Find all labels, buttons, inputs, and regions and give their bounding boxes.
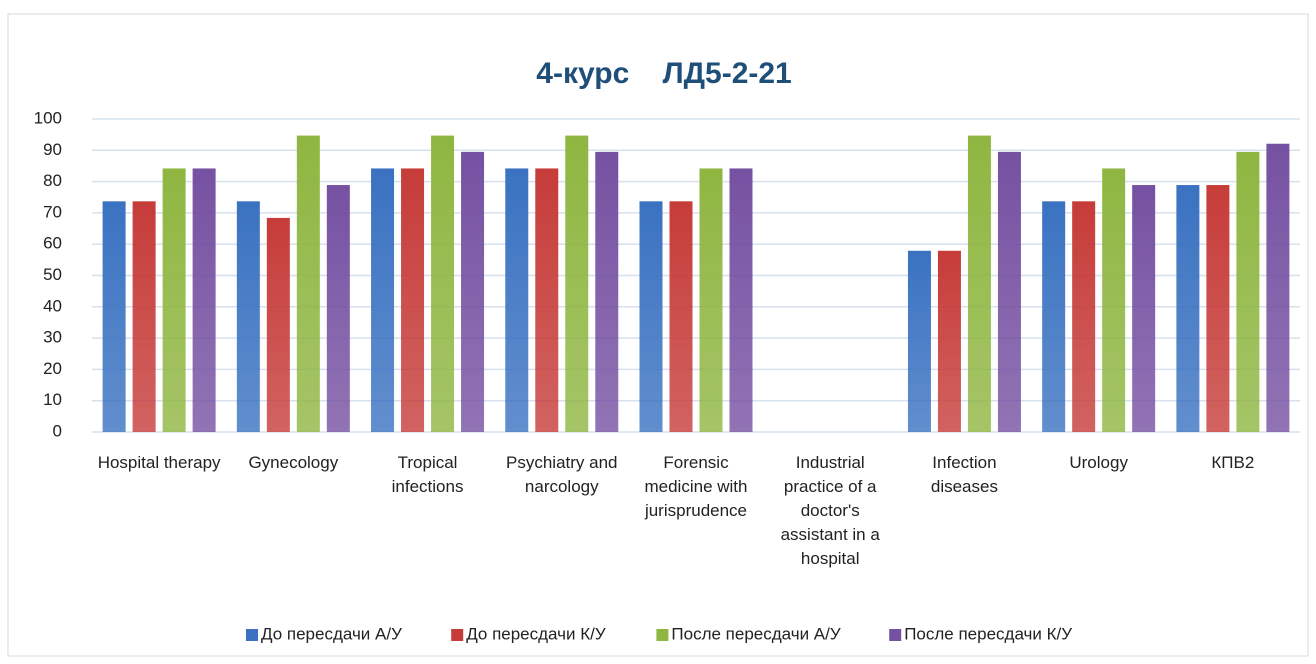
bar <box>595 151 619 433</box>
bar <box>565 135 589 433</box>
bar <box>1206 185 1230 432</box>
bar <box>639 201 663 432</box>
bar <box>102 201 126 432</box>
x-tick-label: Gynecology <box>248 453 339 472</box>
bar <box>192 168 216 433</box>
bar <box>505 168 529 433</box>
bar <box>1176 185 1200 432</box>
bar <box>162 168 186 433</box>
bar <box>461 151 485 433</box>
bar <box>1102 168 1126 433</box>
y-tick-label: 30 <box>43 328 62 347</box>
bar <box>296 135 320 433</box>
y-tick-label: 50 <box>43 265 62 284</box>
chart-title: 4-курс ЛД5-2-21 <box>536 57 791 90</box>
x-tick-label: Psychiatry and narcology <box>506 453 618 496</box>
legend-swatch <box>656 629 669 641</box>
bar <box>669 201 693 432</box>
bar <box>266 217 290 432</box>
legend-label: До пересдачи К/У <box>466 624 606 643</box>
bar <box>535 168 559 433</box>
bar <box>1236 151 1260 433</box>
y-tick-label: 80 <box>43 171 62 190</box>
bar <box>729 168 753 433</box>
y-tick-label: 40 <box>43 296 62 315</box>
legend-label: После пересдачи А/У <box>671 624 840 643</box>
bar <box>431 135 455 433</box>
x-tick-label: Urology <box>1069 453 1128 472</box>
bar <box>907 250 931 432</box>
x-tick-label: Tropical infections <box>391 453 464 496</box>
bar <box>997 151 1021 433</box>
legend-swatch <box>451 629 464 641</box>
y-tick-label: 0 <box>53 421 62 440</box>
bar <box>1132 185 1156 432</box>
bar <box>371 168 395 433</box>
x-tick-label: Industrial practice of a doctor's assist… <box>780 453 880 568</box>
x-tick-label: КПВ2 <box>1211 453 1255 472</box>
legend-label: После пересдачи К/У <box>904 624 1072 643</box>
bar <box>236 201 260 432</box>
bar <box>1266 143 1290 433</box>
legend-swatch <box>889 629 902 641</box>
y-tick-label: 70 <box>43 202 62 221</box>
bar <box>1042 201 1066 432</box>
bar <box>401 168 425 433</box>
bar <box>699 168 723 433</box>
bar <box>326 185 350 432</box>
y-tick-label: 60 <box>43 234 62 253</box>
bar <box>132 201 156 432</box>
y-tick-label: 20 <box>43 359 62 378</box>
y-tick-label: 10 <box>43 390 62 409</box>
y-tick-label: 90 <box>43 140 62 159</box>
x-tick-label: Forensic medicine with jurisprudence <box>644 453 748 520</box>
bar <box>967 135 991 433</box>
legend-swatch <box>246 629 258 641</box>
x-tick-label: Hospital therapy <box>97 453 221 472</box>
y-tick-label: 100 <box>34 108 62 127</box>
bar <box>1072 201 1096 432</box>
x-tick-label: Infection diseases <box>930 453 998 496</box>
bar <box>937 250 961 432</box>
legend-label: До пересдачи А/У <box>261 624 402 643</box>
